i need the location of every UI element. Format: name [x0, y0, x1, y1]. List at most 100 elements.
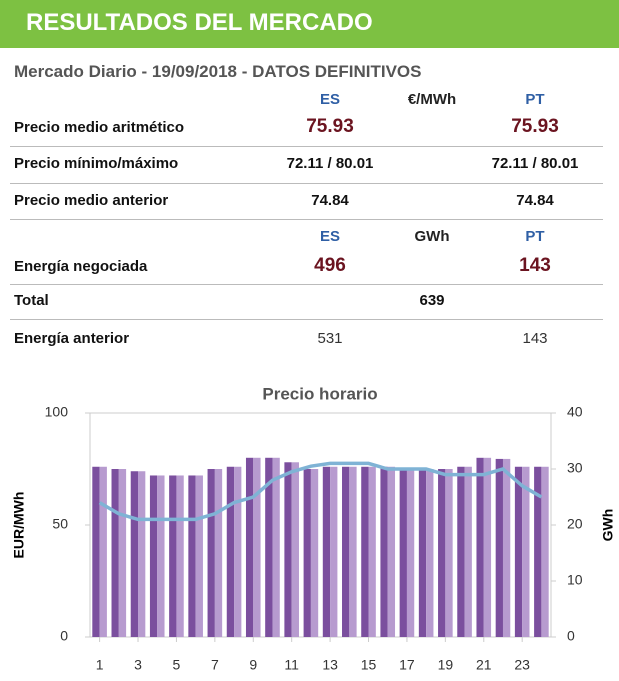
bar: [380, 466, 388, 637]
header-bar: RESULTADOS DEL MERCADO: [0, 0, 619, 48]
row-label: Precio mínimo/máximo: [14, 155, 179, 172]
bar: [188, 475, 196, 637]
bar: [406, 469, 415, 637]
bar: [253, 457, 261, 637]
row-divider: [10, 183, 603, 184]
cell-es: 496: [314, 255, 346, 276]
bar: [195, 475, 203, 637]
cell-pt: 143: [522, 330, 548, 347]
bar: [534, 466, 542, 637]
bar: [245, 457, 254, 637]
y2-axis-label: GWh: [600, 509, 616, 542]
chart-title: Precio horario: [262, 384, 377, 403]
cell-pt: 74.84: [516, 192, 554, 209]
cell-es: 72.11 / 80.01: [286, 155, 374, 172]
x-tick-label: 17: [399, 657, 415, 673]
x-tick-label: 13: [322, 657, 338, 673]
bar: [541, 466, 549, 637]
cell-es: ES: [319, 91, 341, 108]
row-divider: [10, 284, 603, 285]
x-tick-label: 1: [96, 657, 104, 673]
bar: [176, 475, 184, 637]
cell-es: 531: [317, 330, 343, 347]
bar: [445, 469, 453, 637]
row-label: Precio medio aritmético: [14, 119, 185, 136]
y2-tick-label: 30: [567, 460, 583, 476]
x-tick-label: 7: [211, 657, 219, 673]
y-tick-label: 0: [60, 628, 68, 644]
x-tick-label: 23: [514, 657, 530, 673]
row-divider: [10, 219, 603, 220]
cell-pt: 75.93: [511, 116, 559, 137]
bar: [426, 469, 434, 637]
subtitle: Mercado Diario - 19/09/2018 - DATOS DEFI…: [14, 62, 422, 81]
bar: [418, 469, 427, 637]
cell-pt: PT: [525, 91, 545, 108]
header-title: RESULTADOS DEL MERCADO: [26, 9, 373, 36]
bar: [368, 466, 376, 637]
cell-mid: GWh: [414, 228, 450, 245]
bar: [476, 457, 484, 637]
bar: [207, 469, 215, 637]
bar: [438, 469, 446, 637]
bar: [514, 466, 523, 637]
bar: [457, 466, 465, 637]
x-tick-label: 3: [134, 657, 142, 673]
bar: [322, 466, 331, 637]
cell-mid: €/MWh: [407, 91, 457, 108]
bar: [291, 462, 299, 637]
bar: [303, 469, 311, 637]
cell-pt: PT: [525, 228, 545, 245]
x-tick-label: 11: [284, 657, 299, 673]
bar: [342, 466, 350, 637]
y2-tick-label: 20: [567, 516, 583, 532]
bar: [111, 469, 119, 637]
cell-es: 75.93: [306, 116, 354, 137]
x-tick-label: 15: [361, 657, 377, 673]
row-label: Energía anterior: [14, 330, 130, 347]
bar: [99, 466, 107, 637]
x-tick-label: 19: [438, 657, 454, 673]
bar: [157, 475, 165, 637]
bar: [130, 471, 139, 637]
bar: [522, 466, 530, 637]
bar: [399, 469, 407, 637]
bar: [118, 469, 127, 637]
x-tick-label: 21: [476, 657, 492, 673]
row-label: Energía negociada: [14, 258, 148, 275]
x-tick-label: 9: [249, 657, 257, 673]
bar: [226, 466, 235, 637]
bar: [169, 475, 177, 637]
row-divider: [10, 319, 603, 320]
cell-es: 74.84: [311, 192, 349, 209]
cell-pt: 143: [519, 255, 551, 276]
bar: [349, 466, 357, 637]
bar: [214, 469, 223, 637]
bar: [92, 466, 100, 637]
y2-tick-label: 0: [567, 628, 575, 644]
y-tick-label: 100: [45, 404, 69, 420]
y-tick-label: 50: [52, 516, 68, 532]
row-label: Precio medio anterior: [14, 192, 169, 209]
cell-es: ES: [319, 228, 341, 245]
cell-pt: 72.11 / 80.01: [491, 155, 579, 172]
bar: [149, 475, 158, 637]
x-tick-label: 5: [173, 657, 181, 673]
bar: [310, 469, 319, 637]
bar: [495, 458, 503, 637]
bar: [502, 458, 511, 637]
row-label: Total: [14, 292, 49, 309]
bar: [284, 462, 292, 637]
bar: [234, 466, 242, 637]
y2-tick-label: 10: [567, 572, 583, 588]
bar: [272, 457, 280, 637]
y2-tick-label: 40: [567, 404, 583, 420]
row-divider: [10, 146, 603, 147]
bar: [464, 466, 472, 637]
cell-mid: 639: [419, 292, 445, 309]
line: [98, 461, 543, 522]
bar: [483, 457, 492, 637]
bar: [387, 466, 396, 637]
bar: [361, 466, 369, 637]
